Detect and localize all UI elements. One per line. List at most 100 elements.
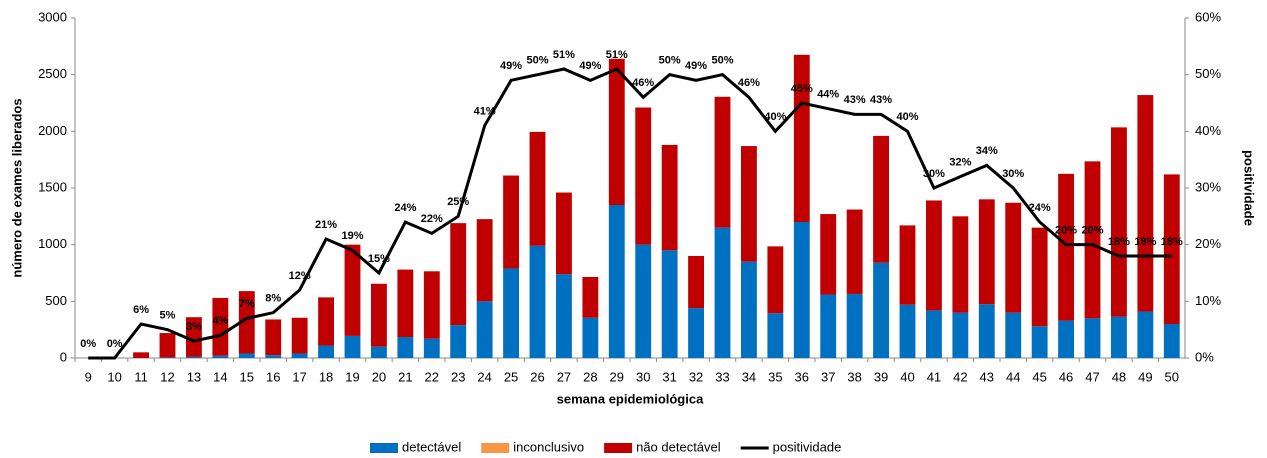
- data-label: 18%: [1134, 236, 1156, 248]
- data-label: 51%: [606, 49, 628, 61]
- data-label: 4%: [212, 315, 228, 327]
- legend-label: inconclusivo: [513, 439, 584, 454]
- x-tick-label: 39: [874, 369, 888, 384]
- bar: [344, 335, 361, 358]
- bar: [1137, 311, 1154, 358]
- bar: [793, 54, 810, 223]
- y-tick-label: 0: [60, 349, 67, 364]
- x-tick-label: 41: [927, 369, 941, 384]
- x-tick-label: 45: [1032, 369, 1046, 384]
- data-label: 8%: [265, 293, 281, 305]
- x-tick-label: 44: [1006, 369, 1020, 384]
- x-tick-label: 40: [900, 369, 914, 384]
- data-label: 18%: [1108, 236, 1130, 248]
- data-label: 49%: [500, 60, 522, 72]
- y-tick-label: 2000: [38, 123, 67, 138]
- legend-label: positividade: [773, 439, 842, 454]
- legend-swatch: [604, 443, 633, 453]
- bar: [767, 246, 784, 314]
- data-label: 22%: [421, 213, 443, 225]
- bar: [846, 293, 863, 358]
- x-tick-label: 17: [292, 369, 306, 384]
- bar: [212, 297, 229, 356]
- x-tick-label: 11: [134, 369, 148, 384]
- legend-swatch: [481, 443, 510, 453]
- data-label: 3%: [186, 321, 202, 333]
- y-tick-label: 3000: [38, 9, 67, 24]
- legend-swatch: [370, 443, 398, 453]
- bar: [265, 319, 282, 356]
- x-tick-label: 47: [1085, 369, 1099, 384]
- data-label: 49%: [579, 60, 601, 72]
- x-tick-label: 16: [266, 369, 280, 384]
- y2-tick-label: 0%: [1195, 349, 1214, 364]
- bar: [556, 274, 572, 358]
- bar: [978, 304, 995, 358]
- legend-label: detectável: [402, 439, 461, 454]
- bar: [212, 355, 229, 358]
- data-label: 45%: [791, 83, 813, 95]
- y2-tick-label: 20%: [1195, 236, 1221, 251]
- data-label: 50%: [659, 55, 681, 67]
- bar: [635, 244, 652, 358]
- bar: [397, 337, 414, 358]
- bar: [582, 276, 599, 318]
- x-tick-label: 12: [160, 369, 174, 384]
- bar: [952, 312, 969, 358]
- x-tick-label: 27: [557, 369, 571, 384]
- bar: [1058, 173, 1074, 321]
- bar: [291, 317, 308, 354]
- bar: [1031, 326, 1048, 358]
- y-tick-label: 1000: [38, 236, 67, 251]
- x-tick-label: 35: [768, 369, 782, 384]
- bar: [1163, 324, 1180, 358]
- data-label: 6%: [133, 304, 149, 316]
- bar: [767, 313, 784, 358]
- y2-tick-label: 50%: [1195, 66, 1221, 81]
- bar: [423, 338, 440, 358]
- x-tick-label: 37: [821, 369, 835, 384]
- x-tick-label: 9: [85, 369, 92, 384]
- y-tick-label: 500: [45, 293, 67, 308]
- data-label: 34%: [976, 145, 998, 157]
- bar: [159, 357, 176, 358]
- y-tick-label: 2500: [38, 66, 67, 81]
- x-tick-label: 34: [742, 369, 756, 384]
- bar: [978, 199, 995, 305]
- data-label: 0%: [107, 338, 123, 350]
- bar: [186, 356, 202, 358]
- data-label: 21%: [315, 219, 337, 231]
- bar: [1111, 127, 1127, 317]
- x-tick-label: 21: [398, 369, 412, 384]
- data-label: 40%: [896, 111, 918, 123]
- bar: [318, 345, 334, 358]
- x-tick-label: 28: [583, 369, 597, 384]
- y2-tick-label: 10%: [1195, 293, 1221, 308]
- bar: [741, 261, 757, 358]
- data-label: 25%: [447, 196, 469, 208]
- x-tick-label: 26: [530, 369, 544, 384]
- x-tick-label: 25: [504, 369, 518, 384]
- x-tick-label: 22: [425, 369, 439, 384]
- y2-tick-label: 30%: [1195, 179, 1221, 194]
- data-label: 49%: [685, 60, 707, 72]
- bar: [529, 245, 546, 358]
- data-label: 44%: [817, 89, 839, 101]
- bar: [952, 216, 969, 313]
- x-tick-label: 50: [1165, 369, 1179, 384]
- x-tick-label: 29: [610, 369, 624, 384]
- y2-tick-label: 60%: [1195, 9, 1221, 24]
- legend-label: não detectável: [636, 439, 721, 454]
- data-label: 41%: [474, 106, 496, 118]
- bar: [1058, 320, 1074, 358]
- bar: [450, 325, 467, 358]
- bar: [688, 256, 704, 309]
- data-label: 43%: [870, 94, 892, 106]
- bar: [899, 304, 916, 358]
- bar: [714, 227, 731, 358]
- data-label: 43%: [844, 94, 866, 106]
- x-tick-label: 48: [1112, 369, 1126, 384]
- data-label: 18%: [1161, 236, 1183, 248]
- bar: [661, 144, 678, 251]
- data-label: 50%: [526, 55, 548, 67]
